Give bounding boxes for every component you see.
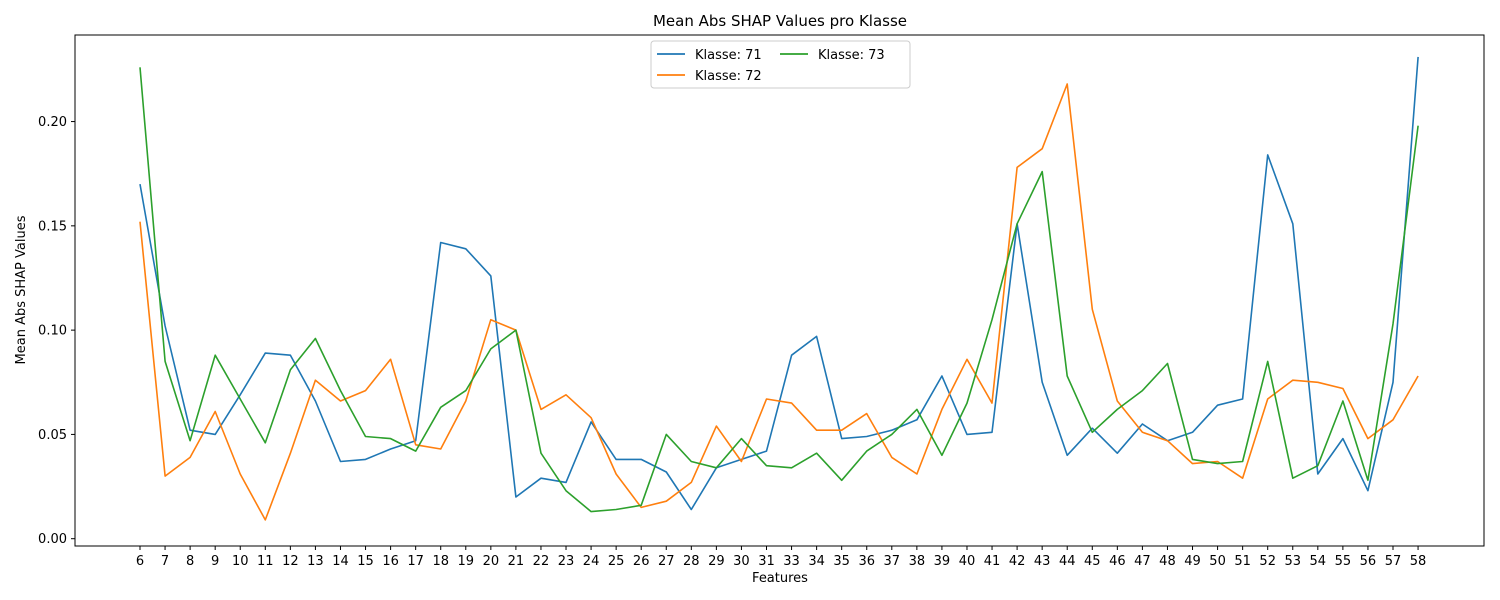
x-tick-label: 15	[357, 554, 374, 569]
x-tick-label: 55	[1335, 554, 1352, 569]
x-tick-label: 38	[909, 554, 926, 569]
x-tick-label: 34	[808, 554, 825, 569]
x-tick-label: 39	[934, 554, 951, 569]
x-tick-label: 44	[1059, 554, 1076, 569]
plot-frame	[74, 34, 1485, 547]
x-tick-label: 18	[432, 554, 449, 569]
x-axis: 6 7 8 9 10 11 12 13 14 15 16 17 18 19 20 21 22 23 24 25 26 27…	[136, 546, 1426, 569]
x-tick-label: 42	[1009, 554, 1026, 569]
x-tick-label: 22	[533, 554, 550, 569]
x-tick-label: 21	[508, 554, 525, 569]
legend-label-2: Klasse: 72	[695, 69, 762, 84]
x-tick-label: 30	[733, 554, 750, 569]
x-tick-label: 23	[558, 554, 575, 569]
chart-title: Mean Abs SHAP Values pro Klasse	[653, 12, 907, 30]
x-tick-label: 20	[483, 554, 500, 569]
x-tick-label: 16	[382, 554, 399, 569]
x-tick-label: 17	[407, 554, 424, 569]
x-tick-label: 8	[186, 554, 194, 569]
x-tick-label: 58	[1410, 554, 1427, 569]
x-tick-label: 36	[858, 554, 875, 569]
x-tick-label: 46	[1109, 554, 1126, 569]
x-tick-label: 25	[608, 554, 625, 569]
series-line-3	[139, 67, 1419, 513]
x-tick-label: 27	[658, 554, 675, 569]
x-tick-label: 7	[161, 554, 169, 569]
x-tick-label: 13	[307, 554, 324, 569]
x-tick-label: 9	[211, 554, 219, 569]
x-tick-label: 57	[1385, 554, 1402, 569]
x-tick-label: 47	[1134, 554, 1151, 569]
legend-label-1: Klasse: 71	[695, 48, 762, 63]
x-tick-label: 56	[1360, 554, 1377, 569]
x-tick-label: 53	[1284, 554, 1301, 569]
x-tick-label: 12	[282, 554, 299, 569]
series-line-1	[139, 56, 1419, 511]
x-axis-title: Features	[752, 571, 808, 586]
x-tick-label: 10	[232, 554, 249, 569]
x-tick-label: 6	[136, 554, 144, 569]
x-tick-label: 37	[884, 554, 901, 569]
x-tick-label: 14	[332, 554, 349, 569]
y-axis-title: Mean Abs SHAP Values	[14, 215, 29, 364]
x-tick-label: 11	[257, 554, 274, 569]
x-tick-label: 49	[1184, 554, 1201, 569]
x-tick-label: 29	[708, 554, 725, 569]
x-tick-label: 19	[458, 554, 475, 569]
legend: Klasse: 71 Klasse: 72 Klasse: 73	[650, 40, 911, 89]
x-tick-label: 24	[583, 554, 600, 569]
x-tick-label: 28	[683, 554, 700, 569]
x-tick-label: 52	[1259, 554, 1276, 569]
x-tick-label: 48	[1159, 554, 1176, 569]
y-tick-label: 0.00	[38, 532, 67, 547]
x-tick-label: 31	[758, 554, 775, 569]
legend-box	[650, 40, 911, 89]
x-tick-label: 35	[833, 554, 850, 569]
x-tick-label: 50	[1209, 554, 1226, 569]
series-line-2	[139, 83, 1419, 521]
y-tick-label: 0.10	[38, 324, 67, 339]
x-tick-label: 54	[1310, 554, 1327, 569]
x-tick-label: 33	[783, 554, 800, 569]
y-tick-label: 0.20	[38, 115, 67, 130]
series-lines	[139, 56, 1419, 521]
y-tick-label: 0.05	[38, 428, 67, 443]
x-tick-label: 45	[1084, 554, 1101, 569]
x-tick-label: 43	[1034, 554, 1051, 569]
y-axis: 0.00 0.05 0.10 0.15 0.20	[38, 115, 75, 547]
x-tick-label: 40	[959, 554, 976, 569]
x-tick-label: 26	[633, 554, 650, 569]
x-tick-label: 51	[1234, 554, 1251, 569]
y-tick-label: 0.15	[38, 219, 67, 234]
x-tick-label: 41	[984, 554, 1001, 569]
legend-label-3: Klasse: 73	[818, 48, 885, 63]
